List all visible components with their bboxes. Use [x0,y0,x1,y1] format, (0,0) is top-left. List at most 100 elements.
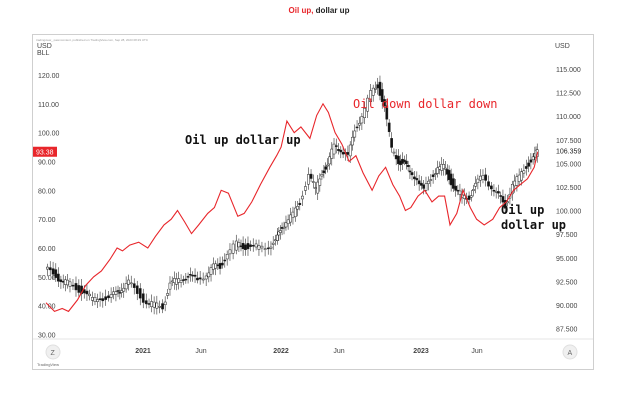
candle-body [304,186,307,191]
candle-body [513,180,516,187]
candle-body [436,167,439,174]
right-tick-label: 92.500 [556,279,578,286]
candle-body [266,247,270,250]
candle-body [246,243,250,250]
candle-body [198,277,202,280]
candle-body [150,301,153,307]
tradingview-logo: TradingView [37,362,59,367]
candle-body [422,184,426,189]
candle-body [241,243,245,250]
candle-body [415,178,419,181]
candle-body [376,84,380,89]
candle-body [249,244,252,247]
candle-body [326,164,329,167]
candle-body [434,173,437,175]
candle-body [182,279,185,281]
candle-body [141,293,145,303]
candle-body [467,195,471,200]
candle-body [82,289,86,294]
candle-body [311,181,315,183]
candle-body [107,295,110,299]
candle-body [316,181,320,194]
candle-body [144,300,148,305]
candle-body [348,144,352,157]
left-tick-label: 90.00 [38,159,56,166]
candle-body [234,240,238,251]
candle-body [341,151,345,155]
candle-body [93,297,97,302]
candle-body [360,116,364,124]
candle-body [408,170,412,173]
candle-body [524,166,528,169]
candle-body [158,306,162,308]
candle-body [120,290,123,293]
candle-body [501,196,505,203]
candle-body [231,243,235,254]
left-tick-label: 120.00 [38,73,60,80]
candle-body [371,87,375,96]
chart-svg: tradingview_ pasmcontent, published on T… [33,38,593,367]
candle-body [452,178,455,189]
candle-body [458,190,462,195]
x-tick-label: Jun [333,348,344,355]
candle-body [424,183,428,191]
goto-start-label: Z [51,350,56,357]
dollar-current-value: 106.359 [556,149,581,156]
candle-body [429,179,433,181]
candle-body [293,207,297,218]
right-tick-label: 102.500 [556,185,581,192]
candle-body [201,278,205,281]
candle-body [191,274,195,277]
candle-body [179,280,183,283]
candle-body [324,166,328,170]
candle-body [307,174,310,185]
candle-body [188,273,192,276]
left-unit-bottom: BLL [37,50,50,57]
candle-body [499,195,503,197]
candle-body [118,292,122,294]
candle-body [366,97,369,112]
candle-body [330,148,334,159]
candle-body [529,159,533,163]
candle-body [211,263,215,270]
left-tick-label: 30.00 [38,332,56,339]
candle-body [98,298,102,301]
candle-body [161,303,164,310]
candle-body [334,145,338,147]
candle-body [284,222,288,228]
candle-body [138,288,142,299]
annotation-oil-down-dollar-down: Oil down dollar down [353,97,498,111]
candle-body [490,185,493,190]
candle-body [155,302,159,309]
candle-body [221,262,224,266]
candle-body [209,267,213,275]
left-tick-label: 60.00 [38,246,56,253]
candle-body [358,122,361,126]
chart-title: Oil up, dollar up [0,6,638,15]
candle-body [54,269,58,278]
candle-body [275,234,279,241]
candle-body [168,282,172,290]
candle-body [320,174,324,177]
candle-body [442,164,445,169]
goto-start-button[interactable] [45,344,61,360]
candle-body [175,278,178,285]
candle-body [417,180,421,185]
candle-body [431,174,435,178]
candle-body [257,245,261,250]
candle-body [278,230,282,233]
candle-body [296,206,299,210]
candle-body [260,245,264,249]
candle-body [487,181,490,187]
candle-body [66,279,69,286]
x-tick-label: 2023 [413,348,429,355]
left-tick-label: 110.00 [38,102,59,109]
candle-body [444,167,447,170]
candle-body [225,254,229,260]
oil-price-line [45,102,539,313]
auto-scale-button[interactable] [562,344,578,360]
candle-body [404,160,408,165]
candle-body [413,176,416,180]
candle-body [101,298,105,302]
auto-scale-label: A [568,350,573,357]
